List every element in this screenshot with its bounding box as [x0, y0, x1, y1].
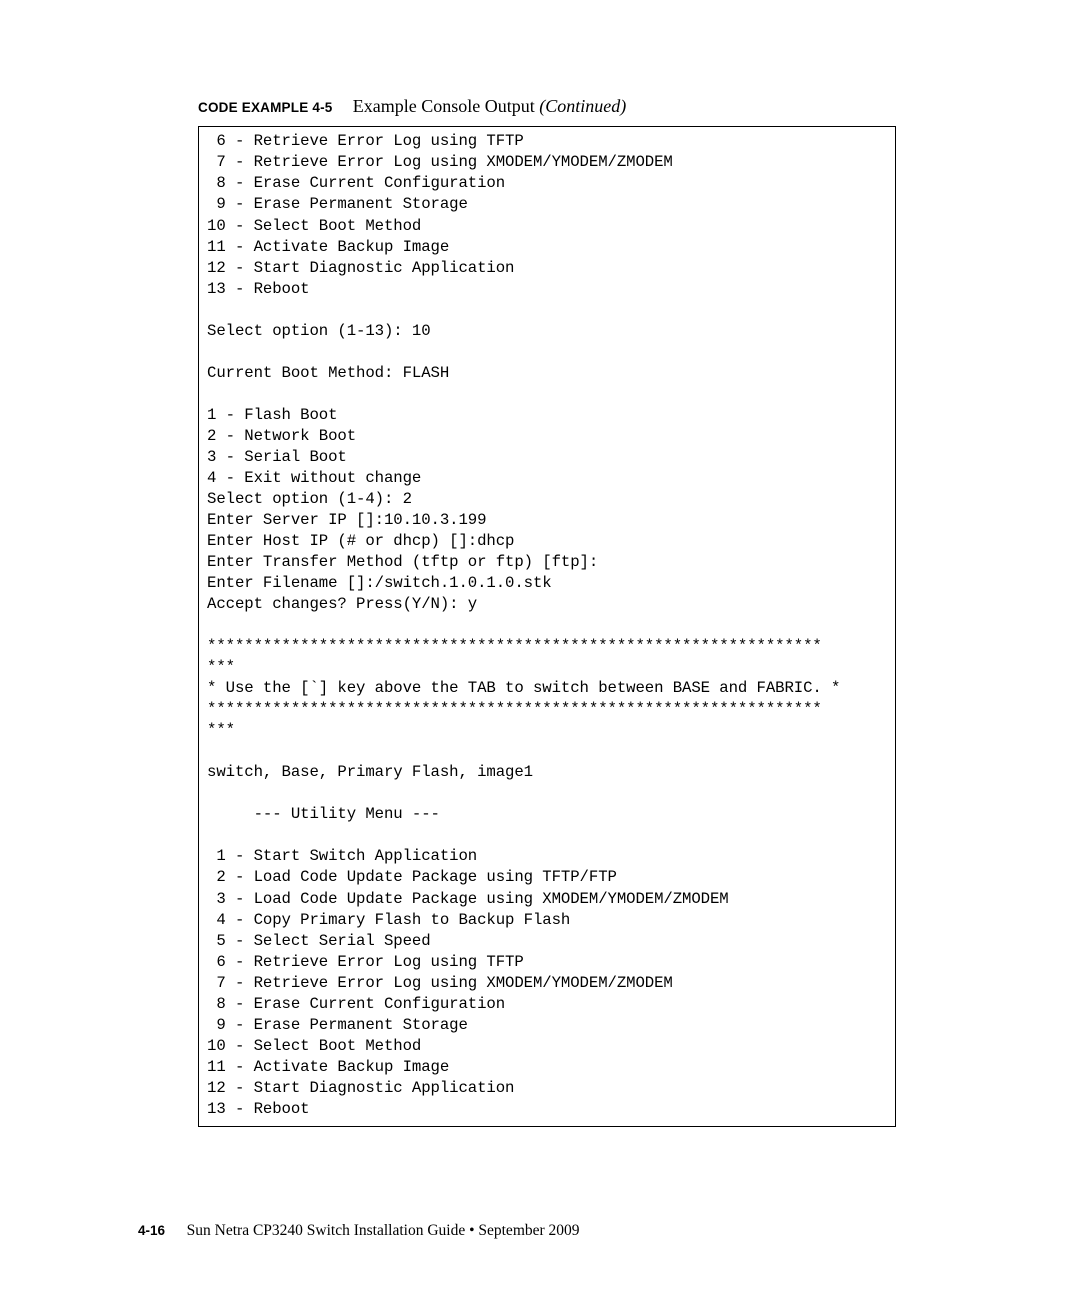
page-content: CODE EXAMPLE 4-5 Example Console Output … — [0, 0, 1080, 1127]
code-example-box: 6 - Retrieve Error Log using TFTP 7 - Re… — [198, 126, 896, 1126]
caption-continued: (Continued) — [539, 96, 626, 116]
footer-text: Sun Netra CP3240 Switch Installation Gui… — [187, 1222, 580, 1239]
code-example-caption: CODE EXAMPLE 4-5 Example Console Output … — [198, 95, 980, 118]
caption-label: CODE EXAMPLE 4-5 — [198, 100, 332, 115]
page-footer: 4-16 Sun Netra CP3240 Switch Installatio… — [138, 1222, 580, 1240]
caption-title-text: Example Console Output — [353, 96, 539, 116]
caption-title: Example Console Output (Continued) — [353, 96, 626, 116]
footer-page-number: 4-16 — [138, 1223, 165, 1238]
